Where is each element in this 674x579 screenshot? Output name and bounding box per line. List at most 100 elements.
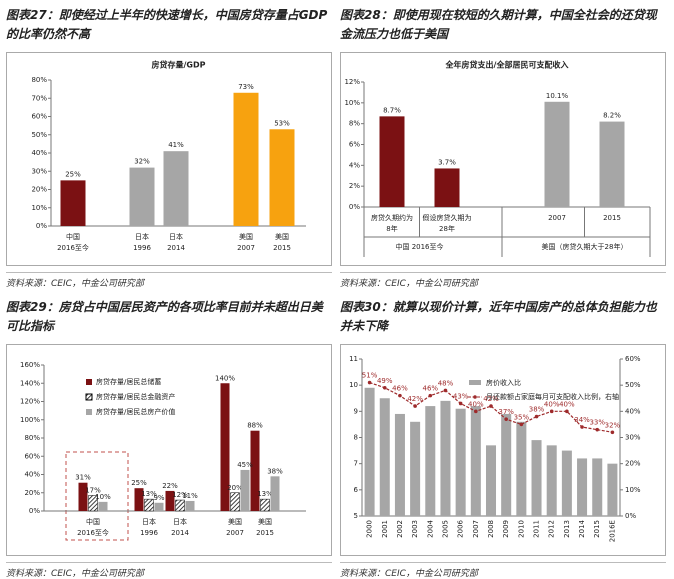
value-label: 46% bbox=[392, 385, 408, 393]
bar bbox=[379, 398, 390, 516]
x-tick-label: 2007 bbox=[226, 529, 244, 537]
source: 资料来源：CEIC，中金公司研究部 bbox=[6, 272, 332, 289]
y-tick-label: 40% bbox=[625, 407, 641, 415]
point bbox=[549, 409, 554, 414]
source: 资料来源：CEIC，中金公司研究部 bbox=[6, 562, 332, 579]
bar bbox=[599, 121, 625, 207]
value-label: 3.7% bbox=[438, 158, 456, 166]
x-tick-label: 美国 bbox=[228, 517, 242, 526]
bar bbox=[364, 387, 375, 516]
panel: 图表29：房贷占中国居民资产的各项比率目前并未超出日美可比指标 0% 20% 40%… bbox=[6, 298, 332, 579]
y-tick-label: 0% bbox=[625, 512, 636, 520]
y-tick-label: 6 bbox=[354, 486, 359, 494]
bar bbox=[134, 488, 144, 511]
point bbox=[474, 409, 478, 414]
bar bbox=[129, 167, 155, 226]
point bbox=[595, 427, 600, 432]
panel: 图表30：就算以现价计算，近年中国房产的总体负担能力也并未下降 5 6 7 8 9 10 1… bbox=[340, 298, 666, 579]
y-tick-label: 50% bbox=[625, 381, 641, 389]
value-label: 32% bbox=[605, 421, 621, 429]
x-tick-label: 假设房贷久期为 bbox=[423, 213, 472, 222]
x-tick-label: 28年 bbox=[439, 224, 455, 233]
x-tick-label: 中国 bbox=[86, 517, 100, 526]
point bbox=[398, 393, 402, 398]
figure-title: 图表29：房贷占中国居民资产的各项比率目前并未超出日美可比指标 bbox=[6, 300, 323, 333]
x-tick-label: 中国 bbox=[66, 232, 80, 241]
y-tick-label: 11 bbox=[349, 355, 358, 363]
bar bbox=[175, 499, 185, 512]
figure-title: 图表30：就算以现价计算，近年中国房产的总体负担能力也并未下降 bbox=[340, 300, 657, 333]
x-tick-label: 2002 bbox=[396, 520, 404, 538]
value-label: 42% bbox=[483, 395, 499, 403]
x-tick-label: 1996 bbox=[140, 529, 158, 537]
value-label: 88% bbox=[247, 422, 263, 430]
bar bbox=[269, 129, 295, 226]
x-tick-label: 2015 bbox=[603, 214, 621, 222]
y-tick-label: 10 bbox=[349, 381, 358, 389]
point bbox=[534, 414, 539, 419]
bar bbox=[163, 151, 189, 226]
x-tick-label: 2015 bbox=[273, 244, 291, 252]
x-tick-label: 2014 bbox=[578, 519, 586, 537]
bar bbox=[220, 383, 230, 511]
x-tick-label: 2003 bbox=[411, 520, 419, 538]
bar bbox=[501, 413, 512, 516]
bar bbox=[260, 498, 270, 512]
frame bbox=[6, 344, 332, 556]
y-tick-label: 80% bbox=[31, 76, 47, 84]
bar bbox=[394, 413, 405, 516]
value-label: 43% bbox=[453, 392, 469, 400]
bar bbox=[592, 458, 603, 516]
bar bbox=[516, 421, 527, 516]
value-label: 73% bbox=[238, 83, 254, 91]
y-tick-label: 60% bbox=[31, 113, 47, 121]
x-tick-label: 2006 bbox=[457, 519, 465, 537]
point bbox=[504, 417, 508, 421]
point bbox=[519, 422, 524, 427]
highlight-box bbox=[65, 451, 129, 541]
x-tick-label: 2013 bbox=[563, 520, 571, 538]
legend-label: 房贷存量/居民总金融资产 bbox=[96, 392, 175, 401]
value-label: 46% bbox=[423, 385, 439, 393]
y-tick-label: 9 bbox=[354, 407, 358, 415]
value-label: 25% bbox=[65, 170, 81, 178]
group-label: 中国 2016至今 bbox=[395, 242, 443, 251]
y-tick-label: 6% bbox=[349, 141, 360, 149]
x-tick-label: 2000 bbox=[366, 520, 374, 538]
point bbox=[367, 380, 372, 385]
bar bbox=[270, 476, 280, 511]
x-tick-label: 美国 bbox=[275, 232, 289, 241]
bar bbox=[410, 421, 421, 516]
y-tick-label: 8% bbox=[349, 120, 360, 128]
x-tick-label: 日本 bbox=[135, 232, 149, 241]
x-tick-label: 2012 bbox=[548, 520, 556, 538]
point bbox=[489, 404, 493, 408]
chart: 5 6 7 8 9 10 11 0% 10% 20% 30% 40% 50% 60% 2000 2001 200… bbox=[340, 344, 666, 556]
source: 资料来源：CEIC，中金公司研究部 bbox=[340, 272, 666, 289]
chart-title: 全年房贷支出/全部居民可支配收入 bbox=[445, 60, 569, 70]
chart: 房贷存量/GDP 0% 10% 20% 30% 40% 50% 60% 70% 80% 25% 32%… bbox=[6, 52, 332, 266]
value-label: 41% bbox=[168, 141, 184, 149]
x-tick-label: 2008 bbox=[487, 520, 495, 538]
bar bbox=[379, 116, 405, 207]
point bbox=[580, 425, 584, 429]
bar bbox=[546, 445, 557, 516]
y-tick-label: 50% bbox=[31, 131, 47, 139]
bar bbox=[531, 440, 542, 516]
x-tick-label: 2010 bbox=[517, 520, 525, 538]
y-tick-label: 20% bbox=[625, 460, 641, 468]
point bbox=[565, 409, 569, 414]
value-label: 20% bbox=[227, 484, 243, 492]
y-tick-label: 20% bbox=[24, 489, 40, 497]
value-label: 8.7% bbox=[383, 106, 401, 114]
value-label: 38% bbox=[267, 467, 283, 475]
value-label: 51% bbox=[362, 372, 378, 380]
y-tick-label: 5 bbox=[354, 512, 358, 520]
x-tick-label: 2016E bbox=[608, 520, 616, 542]
bar bbox=[78, 482, 88, 511]
y-tick-label: 10% bbox=[31, 204, 47, 212]
x-tick-label: 2004 bbox=[426, 519, 434, 537]
point bbox=[428, 393, 433, 398]
chart: 全年房贷支出/全部居民可支配收入 0% 2% 4% 6% 8% 10% 12% 8.7% 3.7%… bbox=[340, 52, 666, 266]
frame bbox=[340, 52, 666, 266]
